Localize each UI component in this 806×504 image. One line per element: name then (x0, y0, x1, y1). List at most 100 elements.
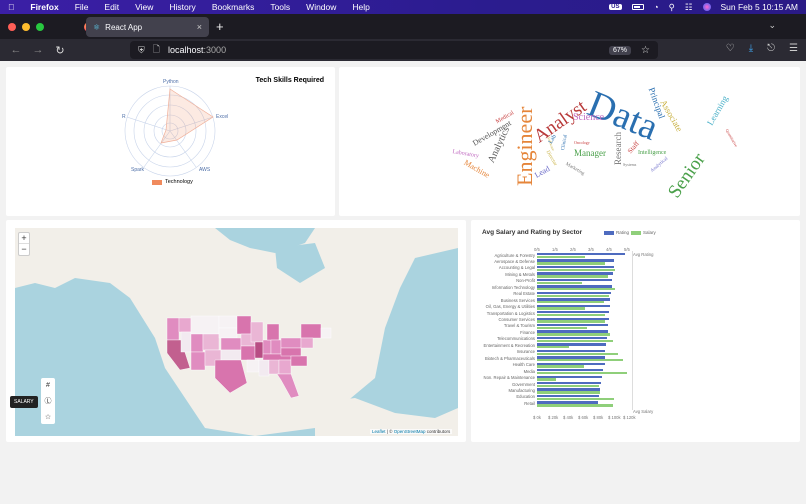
radar-legend[interactable]: Technology (152, 179, 193, 185)
bookmark-star-icon[interactable]: ☆ (641, 44, 650, 56)
category-label: Government (511, 381, 535, 387)
zoom-out-button[interactable]: − (21, 244, 27, 254)
salary-dollar-icon[interactable]: Ⓛ (44, 397, 52, 405)
leaflet-map[interactable] (15, 228, 458, 436)
salary-bar[interactable] (537, 352, 618, 355)
salary-bar[interactable] (537, 294, 609, 297)
salary-bar[interactable] (537, 320, 605, 323)
minimize-window-button[interactable] (22, 22, 30, 31)
back-button[interactable]: ← (10, 44, 22, 56)
star-icon[interactable]: ☆ (44, 413, 52, 421)
salary-bar[interactable] (537, 288, 615, 291)
rating-bar[interactable] (537, 291, 611, 295)
rating-bar[interactable] (537, 382, 601, 385)
salary-bar[interactable] (537, 255, 585, 259)
salary-bar[interactable] (537, 281, 582, 284)
salary-bar[interactable] (537, 359, 623, 362)
rating-bar[interactable] (537, 336, 608, 340)
menu-edit[interactable]: Edit (98, 2, 119, 12)
salary-bar[interactable] (537, 300, 604, 304)
siri-icon[interactable] (702, 3, 711, 11)
menu-history[interactable]: History (162, 2, 195, 12)
rating-bar[interactable] (537, 298, 610, 301)
rating-bar[interactable] (537, 375, 602, 378)
tab-react-app[interactable]: ⚛ React App × (86, 17, 209, 37)
rating-bar[interactable] (537, 278, 612, 282)
battery-icon[interactable] (631, 4, 644, 10)
legend-salary[interactable]: Salary (631, 230, 656, 235)
pocket-icon[interactable]: ♡ (725, 43, 735, 54)
salary-bar[interactable] (537, 339, 613, 343)
rating-bar[interactable] (537, 304, 610, 307)
rating-bar[interactable] (537, 388, 600, 391)
hash-icon[interactable]: # (46, 381, 50, 389)
x-top-tick: 4/5 (606, 247, 612, 252)
zoom-in-button[interactable]: + (19, 233, 29, 244)
salary-bar[interactable] (537, 307, 585, 310)
close-tab-icon[interactable]: × (196, 22, 202, 32)
rating-bar[interactable] (537, 323, 609, 327)
clock[interactable]: Sun Feb 5 10:15 AM (720, 2, 799, 12)
rating-bar[interactable] (537, 311, 609, 314)
apple-menu-icon[interactable]:  (8, 2, 14, 12)
rating-bar[interactable] (537, 272, 613, 275)
url-bar[interactable]: ⛨ 🗋 localhost:3000 67% ☆ (130, 41, 658, 59)
app-menu[interactable]: Firefox (24, 2, 58, 12)
leaflet-link[interactable]: Leaflet (372, 429, 386, 434)
map-layer-control: # Ⓛ ☆ (41, 378, 55, 424)
app-menu-hamburger-icon[interactable]: ☰ (789, 43, 798, 54)
extensions-icon[interactable]: ⎋ (767, 43, 776, 54)
salary-bar[interactable] (537, 262, 606, 265)
salary-bar[interactable] (537, 371, 627, 375)
rating-bar[interactable] (537, 401, 599, 404)
category-label: Finance (520, 329, 535, 335)
salary-bar[interactable] (537, 346, 569, 349)
menu-file[interactable]: File (68, 2, 89, 12)
category-label: Entertainment & Recreation (483, 342, 535, 348)
wifi-icon[interactable]: ◔ (653, 2, 659, 12)
rating-bar[interactable] (537, 330, 609, 333)
rating-bar[interactable] (537, 349, 606, 353)
menu-tools[interactable]: Tools (263, 2, 290, 12)
rating-bar[interactable] (537, 317, 609, 320)
salary-bar[interactable] (537, 397, 614, 401)
rating-bar[interactable] (537, 259, 615, 262)
rating-bar[interactable] (537, 265, 614, 269)
salary-bar[interactable] (537, 404, 613, 407)
menu-bookmarks[interactable]: Bookmarks (205, 2, 255, 12)
forward-button[interactable]: → (32, 44, 44, 56)
rating-bar[interactable] (537, 253, 626, 256)
zoom-level-badge[interactable]: 67% (609, 45, 632, 55)
salary-bar[interactable] (537, 378, 556, 381)
salary-bar[interactable] (537, 313, 605, 317)
page-info-icon[interactable]: 🗋 (152, 44, 161, 54)
close-window-button[interactable] (8, 22, 16, 31)
salary-bar[interactable] (537, 268, 615, 272)
new-tab-button[interactable]: + (216, 19, 224, 34)
rating-bar[interactable] (537, 285, 612, 288)
salary-bar[interactable] (537, 326, 587, 330)
salary-bar[interactable] (537, 384, 600, 388)
osm-link[interactable]: OpenStreetMap (393, 429, 426, 434)
menu-window[interactable]: Window (299, 2, 336, 12)
list-all-tabs-chevron-icon[interactable]: ⌄ (768, 20, 776, 30)
maximize-window-button[interactable] (36, 22, 44, 31)
spotlight-search-icon[interactable]: ⚲ (668, 1, 675, 12)
rating-bar[interactable] (537, 356, 606, 359)
salary-bar[interactable] (537, 391, 600, 394)
reload-button[interactable]: ↻ (55, 44, 65, 57)
control-center-icon[interactable]: ☷ (684, 1, 693, 12)
rating-bar[interactable] (537, 343, 607, 346)
tracking-shield-icon[interactable]: ⛨ (138, 44, 145, 55)
rating-bar[interactable] (537, 394, 600, 398)
salary-bar[interactable] (537, 333, 610, 336)
legend-rating[interactable]: Rating (604, 230, 629, 235)
rating-bar[interactable] (537, 369, 603, 372)
rating-bar[interactable] (537, 362, 605, 366)
downloads-icon[interactable]: ⤓ (748, 43, 754, 54)
menu-view[interactable]: View (128, 2, 153, 12)
salary-bar[interactable] (537, 365, 584, 368)
menu-help[interactable]: Help (346, 2, 369, 12)
keyboard-input-icon[interactable]: US (609, 4, 622, 10)
salary-bar[interactable] (537, 275, 609, 278)
